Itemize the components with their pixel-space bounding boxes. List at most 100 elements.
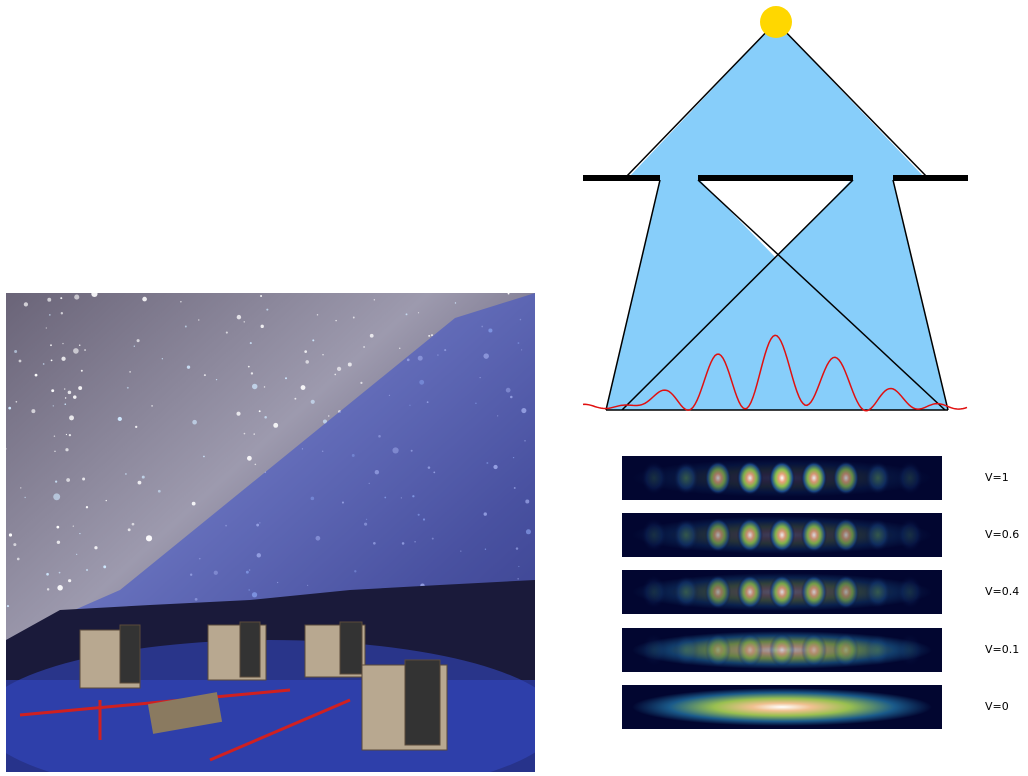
- star: [191, 501, 196, 506]
- fringe: [865, 633, 891, 667]
- fringe-panels: V=1 V=0.6 V=0.4 V=0.1 V=0: [622, 456, 1019, 729]
- star: [76, 553, 78, 555]
- fringe: [833, 575, 859, 609]
- star: [250, 372, 254, 375]
- visibility-label: V=0.6: [985, 528, 1019, 541]
- star: [360, 381, 363, 384]
- star: [184, 325, 187, 328]
- star: [69, 415, 74, 421]
- star: [247, 365, 250, 368]
- fringe: [641, 518, 667, 552]
- star: [322, 353, 324, 356]
- star: [73, 395, 77, 399]
- star: [335, 319, 337, 322]
- star: [68, 579, 72, 583]
- star: [85, 506, 89, 509]
- star: [454, 302, 457, 304]
- star: [56, 540, 61, 545]
- star: [117, 416, 122, 422]
- fringe: [865, 461, 891, 495]
- star: [243, 321, 245, 323]
- star: [16, 557, 20, 561]
- fringe: [833, 633, 859, 667]
- star: [363, 346, 366, 348]
- star: [203, 374, 206, 377]
- star: [80, 369, 83, 372]
- fringe: [769, 461, 795, 495]
- fringe: [737, 575, 763, 609]
- fringe: [897, 633, 923, 667]
- star: [137, 480, 142, 485]
- fringe: [769, 575, 795, 609]
- fringe: [705, 518, 731, 552]
- star: [273, 422, 279, 428]
- fringe: [769, 633, 795, 667]
- star: [180, 301, 182, 303]
- star: [135, 425, 138, 429]
- fringe: [705, 461, 731, 495]
- star: [61, 356, 66, 361]
- star: [78, 386, 83, 391]
- fringe: [737, 461, 763, 495]
- fringe: [833, 461, 859, 495]
- star: [133, 345, 135, 347]
- fringe: [865, 575, 891, 609]
- star: [215, 379, 218, 381]
- star: [6, 448, 7, 450]
- star: [94, 546, 98, 550]
- star: [203, 455, 205, 458]
- star: [198, 319, 200, 321]
- star: [225, 331, 228, 334]
- fringe-panel: V=0: [622, 685, 1009, 729]
- star: [253, 433, 255, 435]
- star: [131, 522, 135, 526]
- star: [507, 293, 510, 295]
- star: [54, 450, 56, 452]
- star: [8, 533, 13, 537]
- star: [55, 480, 58, 483]
- star: [105, 499, 107, 502]
- star: [63, 388, 66, 390]
- star: [417, 312, 420, 314]
- fringe: [673, 575, 699, 609]
- star: [50, 344, 52, 347]
- star: [373, 299, 376, 301]
- star: [347, 362, 352, 367]
- star: [23, 302, 29, 307]
- visibility-label: V=0.1: [985, 643, 1019, 656]
- star: [236, 411, 241, 416]
- fringe: [801, 518, 827, 552]
- star: [246, 455, 252, 461]
- fringe: [737, 518, 763, 552]
- star: [369, 333, 374, 338]
- fringe-panel: V=0.4: [622, 570, 1019, 614]
- star: [74, 294, 80, 300]
- fringe: [673, 461, 699, 495]
- star: [284, 377, 288, 380]
- star: [263, 386, 266, 388]
- star: [300, 385, 306, 390]
- star: [42, 363, 45, 365]
- star: [14, 349, 18, 353]
- star: [91, 293, 98, 298]
- star: [310, 399, 315, 404]
- star: [258, 410, 261, 413]
- star: [72, 525, 74, 527]
- fringe: [641, 575, 667, 609]
- star: [186, 365, 191, 369]
- star: [68, 434, 72, 437]
- star: [157, 489, 161, 493]
- star: [6, 605, 10, 608]
- star: [136, 339, 140, 343]
- star: [49, 314, 51, 316]
- star: [64, 403, 67, 405]
- star: [399, 347, 401, 349]
- fringe: [897, 575, 923, 609]
- star: [73, 348, 79, 354]
- star: [254, 463, 257, 466]
- star: [13, 543, 17, 547]
- star: [305, 360, 309, 364]
- star: [53, 493, 61, 501]
- star: [46, 588, 50, 591]
